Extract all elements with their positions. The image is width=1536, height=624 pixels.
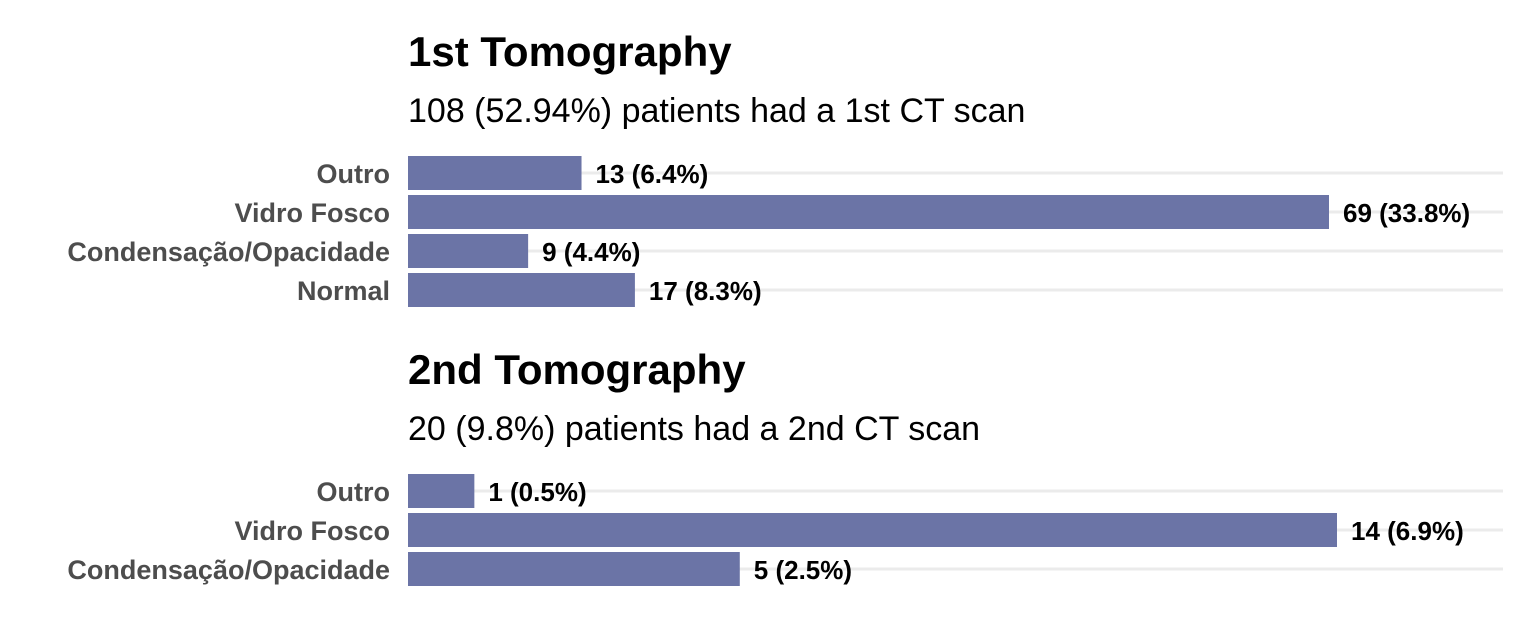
category-labels: Outro Vidro Fosco Condensação/Opacidade	[67, 477, 390, 585]
value-label-normal: 17 (8.3%)	[649, 276, 762, 306]
category-label-condensacao-opacidade: Condensação/Opacidade	[67, 237, 390, 267]
gridlines	[408, 171, 1503, 292]
bar-outro	[408, 156, 582, 190]
bars	[408, 156, 1329, 307]
category-labels: Outro Vidro Fosco Condensação/Opacidade Nor…	[67, 159, 390, 306]
category-label-outro: Outro	[317, 159, 391, 189]
panel-1st-tomography: 1st Tomography 108 (52.94%) patients had…	[67, 28, 1503, 307]
bar-normal	[408, 273, 635, 307]
bar-condensacao-opacidade	[408, 234, 529, 268]
category-label-normal: Normal	[297, 276, 390, 306]
value-labels: 13 (6.4%) 69 (33.8%) 9 (4.4%) 17 (8.3%)	[542, 159, 1470, 306]
bar-vidro-fosco	[408, 513, 1337, 547]
panel-title: 1st Tomography	[408, 28, 732, 75]
value-label-outro: 13 (6.4%)	[596, 159, 709, 189]
category-label-vidro-fosco: Vidro Fosco	[234, 516, 390, 546]
value-label-vidro-fosco: 14 (6.9%)	[1351, 516, 1464, 546]
panel-subtitle: 108 (52.94%) patients had a 1st CT scan	[408, 92, 1025, 130]
category-label-condensacao-opacidade: Condensação/Opacidade	[67, 555, 390, 585]
category-label-outro: Outro	[317, 477, 391, 507]
value-labels: 1 (0.5%) 14 (6.9%) 5 (2.5%)	[488, 477, 1463, 585]
value-label-vidro-fosco: 69 (33.8%)	[1343, 198, 1470, 228]
value-label-condensacao-opacidade: 5 (2.5%)	[754, 555, 852, 585]
panel-subtitle: 20 (9.8%) patients had a 2nd CT scan	[408, 410, 980, 448]
panel-2nd-tomography: 2nd Tomography 20 (9.8%) patients had a …	[67, 346, 1503, 586]
bar-vidro-fosco	[408, 195, 1329, 229]
category-label-vidro-fosco: Vidro Fosco	[234, 198, 390, 228]
panel-title: 2nd Tomography	[408, 346, 746, 393]
bars	[408, 474, 1337, 586]
value-label-condensacao-opacidade: 9 (4.4%)	[542, 237, 640, 267]
bar-outro	[408, 474, 475, 508]
bar-condensacao-opacidade	[408, 552, 740, 586]
value-label-outro: 1 (0.5%)	[488, 477, 586, 507]
